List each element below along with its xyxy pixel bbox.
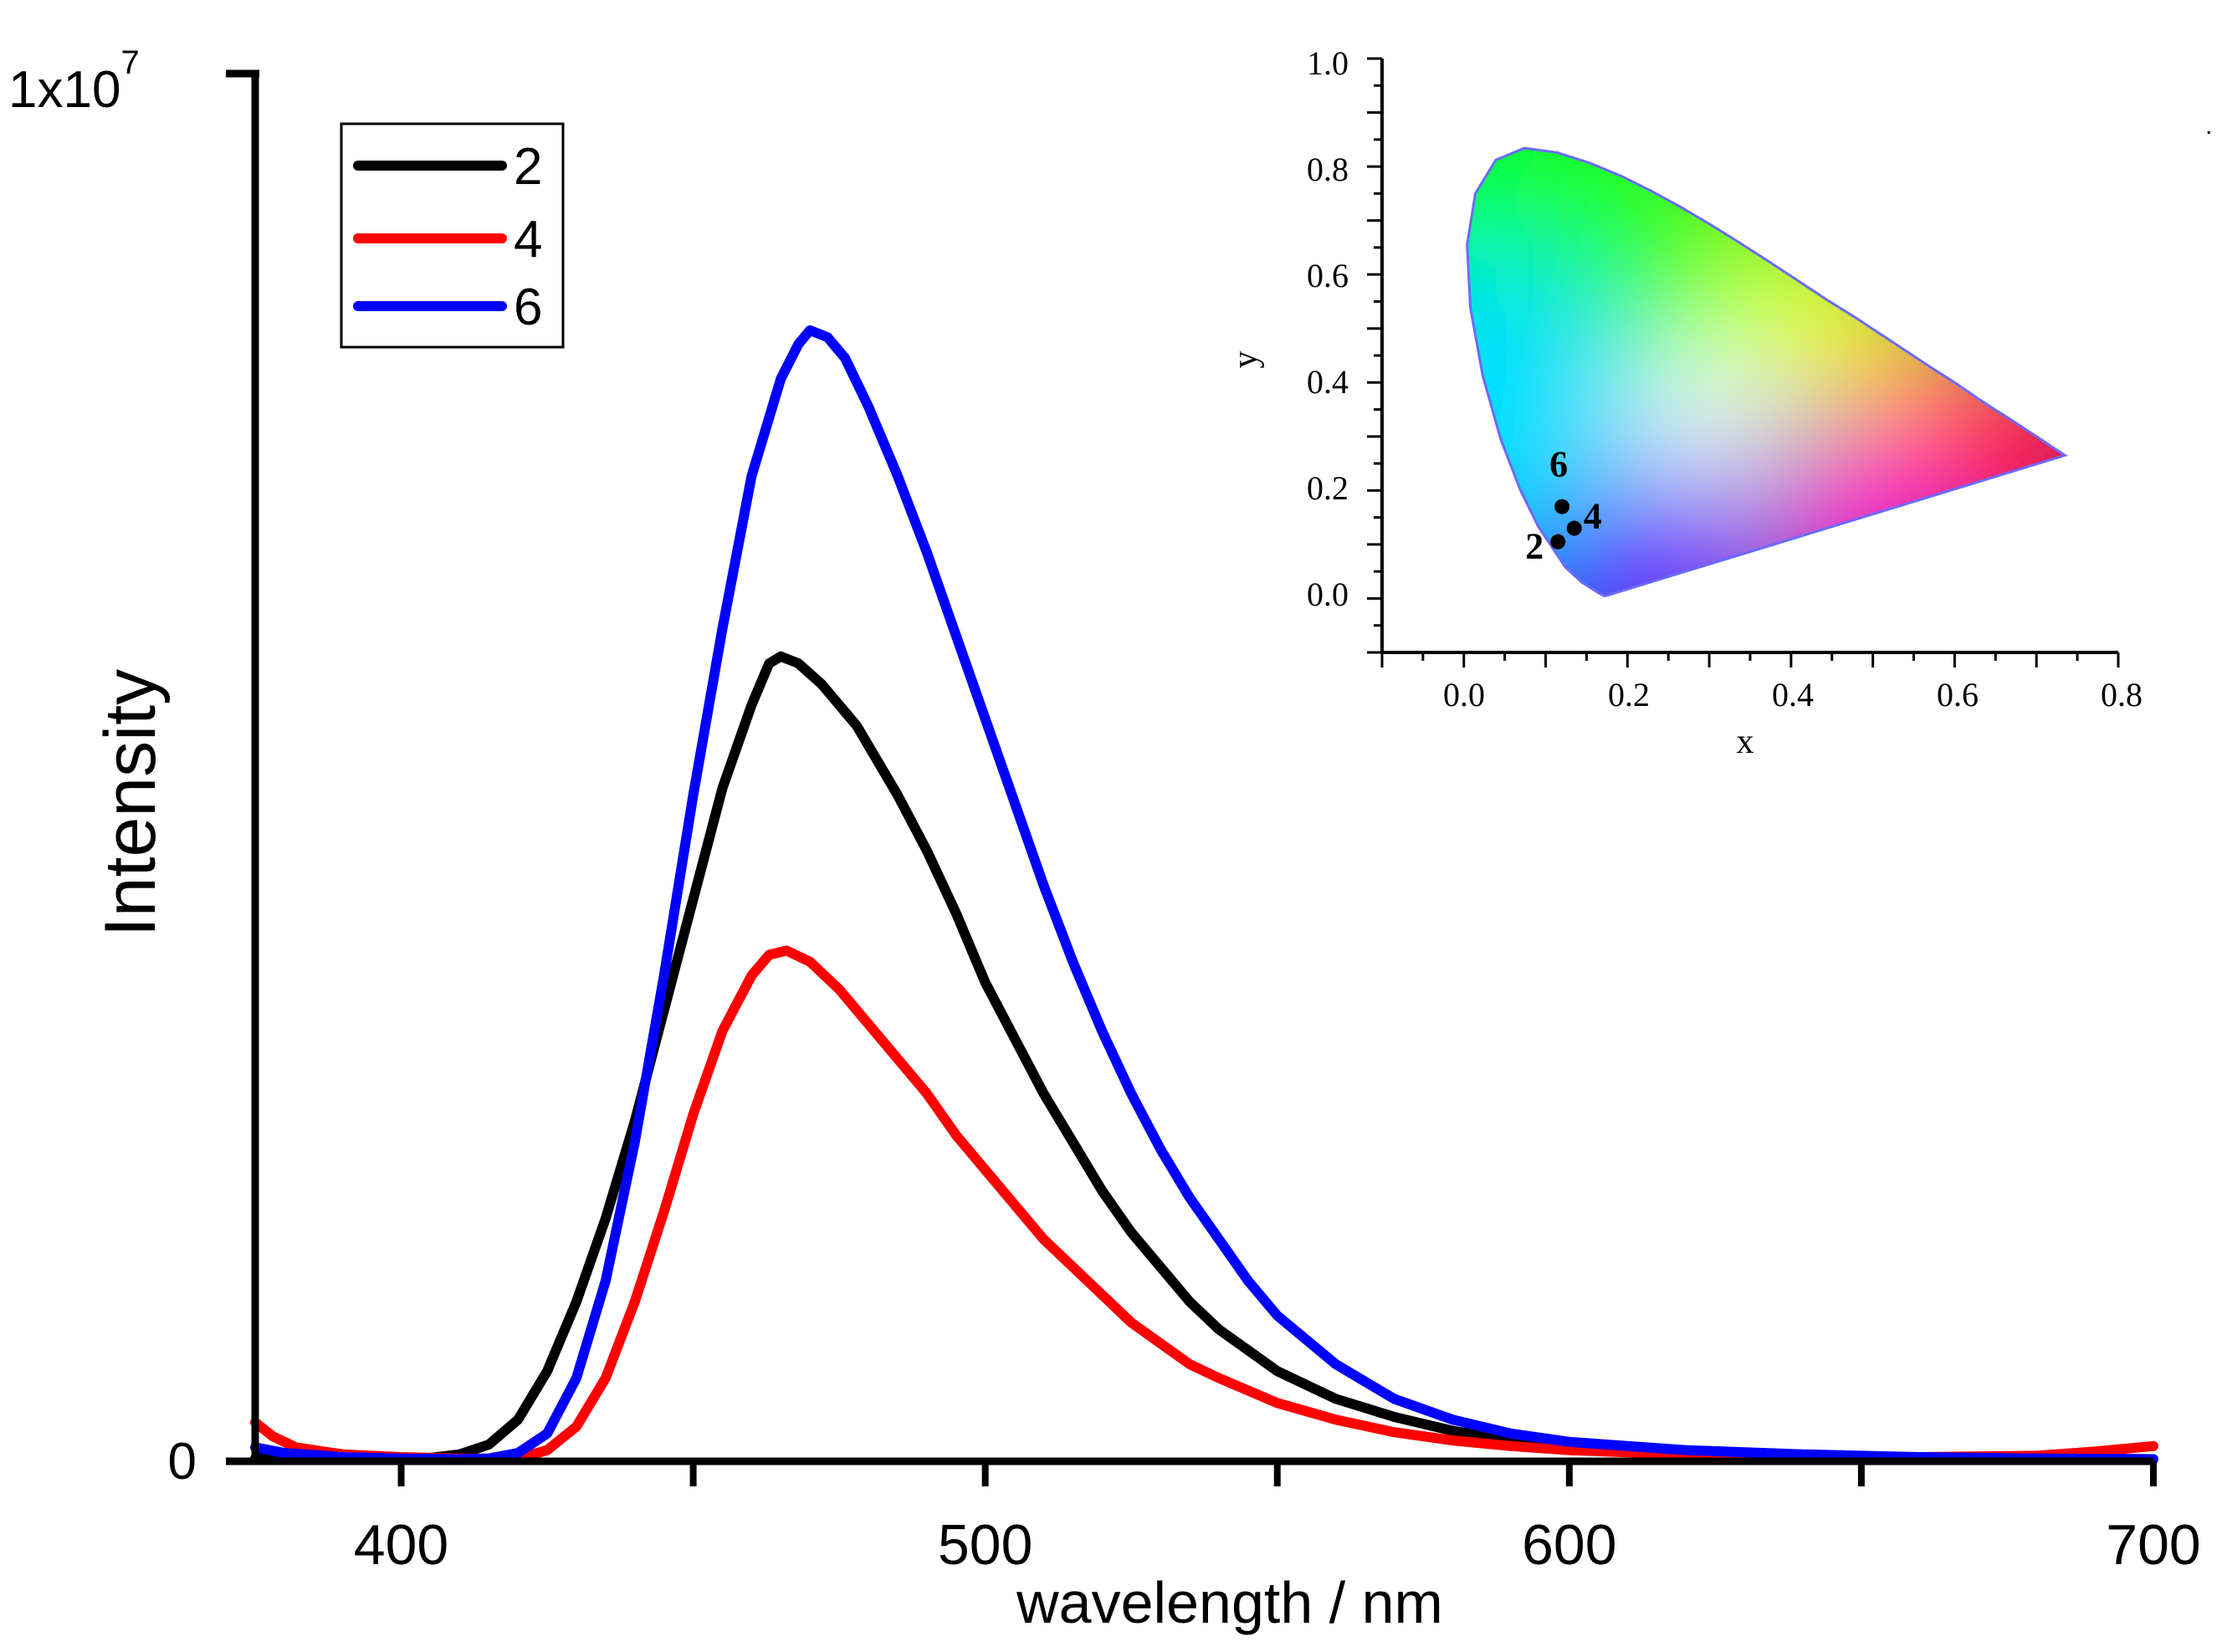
inset-x-tick-label: 0.4 (1772, 676, 1814, 713)
inset-y-tick-label: 0.0 (1307, 575, 1349, 613)
inset-y-axis-title: y (1226, 351, 1265, 369)
inset-y-tick-label: 0.4 (1307, 363, 1349, 401)
legend-label-2: 2 (514, 138, 542, 196)
y-tick-label-max-exponent: 7 (120, 44, 139, 81)
cie-spectral-locus (1466, 146, 2068, 597)
x-tick-label: 700 (2106, 1513, 2200, 1577)
y-tick-label-max-base: 1x10 (8, 61, 120, 119)
inset-x-tick-label: 0.2 (1608, 676, 1650, 713)
inset-x-tick-label: 0.8 (2101, 676, 2143, 713)
emission-chart: 400 500 600 700 0 1x107 wavelength / nm Int… (8, 44, 2201, 1635)
chromaticity-point-label-2: 2 (1525, 526, 1544, 567)
inset-x-tick-labels: 0.0 0.2 0.4 0.6 0.8 (1443, 676, 2143, 713)
cie-inset: 0.0 0.2 0.4 0.6 0.8 1.0 0.0 0.2 0.4 0.6 … (1226, 44, 2143, 761)
y-tick-label-zero: 0 (168, 1433, 197, 1491)
series-line-2 (250, 651, 2158, 1465)
inset-x-tick-label: 0.6 (1937, 676, 1979, 713)
chromaticity-point-label-4: 4 (1584, 496, 1602, 537)
cie-gamut-fill (1467, 148, 2066, 596)
legend-label-4: 4 (514, 211, 542, 269)
inset-y-tick-label: 0.8 (1307, 151, 1349, 188)
x-tick-label: 600 (1522, 1513, 1616, 1577)
x-axis-title: wavelength / nm (1016, 1570, 1443, 1635)
inset-x-tick-label: 0.0 (1443, 676, 1485, 713)
x-axis-ticks: 400 500 600 700 (354, 1461, 2201, 1577)
y-tick-label-max: 1x107 (8, 44, 140, 119)
chromaticity-points: 246 (1525, 444, 1602, 567)
inset-axis-ticks (1367, 57, 2120, 667)
series-line-6 (250, 325, 2158, 1465)
inset-y-tick-labels: 0.0 0.2 0.4 0.6 0.8 1.0 (1307, 44, 1349, 613)
y-axis-title: Intensity (90, 669, 171, 937)
x-tick-label: 500 (938, 1513, 1032, 1577)
chromaticity-point-6 (1554, 499, 1570, 514)
inset-y-tick-label: 0.2 (1307, 469, 1349, 507)
x-tick-label: 400 (354, 1513, 448, 1577)
legend-label-6: 6 (514, 279, 542, 336)
series-line-4 (250, 945, 2158, 1464)
inset-x-axis-title: x (1737, 723, 1754, 761)
stray-dot: . (2205, 112, 2212, 140)
chromaticity-point-4 (1566, 520, 1582, 536)
inset-y-tick-label: 0.6 (1307, 257, 1349, 294)
emission-plot-lines (250, 325, 2158, 1465)
legend: 2 4 6 (340, 122, 565, 349)
chromaticity-point-label-6: 6 (1549, 444, 1568, 485)
chromaticity-point-2 (1550, 534, 1566, 550)
inset-y-tick-label: 1.0 (1307, 44, 1349, 82)
